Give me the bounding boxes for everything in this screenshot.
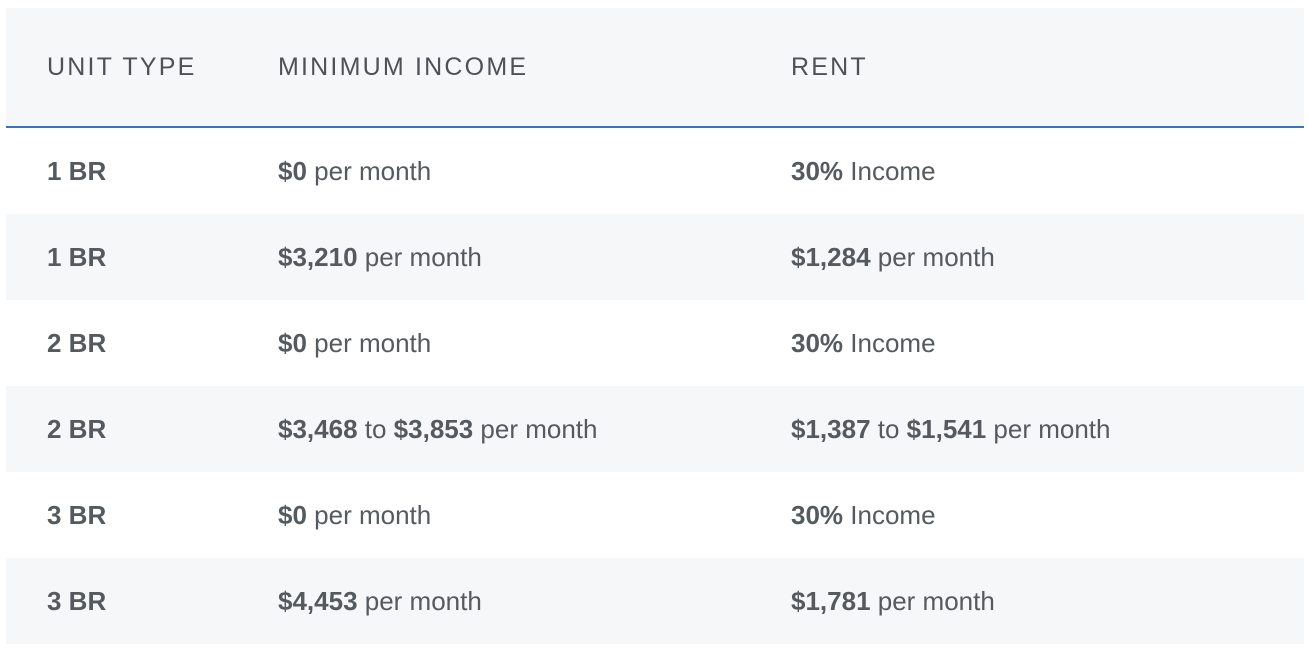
- rent-amount: $1,284: [791, 241, 871, 272]
- table-row: 2 BR $0 per month 30% Income: [6, 300, 1304, 386]
- rent-range-separator: to: [870, 413, 907, 444]
- income-amount: $0: [278, 499, 307, 530]
- table-row: 3 BR $0 per month 30% Income: [6, 472, 1304, 558]
- income-amount: $4,453: [278, 585, 358, 616]
- income-amount: $3,468: [278, 413, 358, 444]
- income-suffix: per month: [357, 241, 482, 272]
- minimum-income-cell: $3,210 per month: [278, 242, 791, 273]
- rent-suffix: Income: [843, 155, 936, 186]
- rent-amount: 30%: [791, 499, 844, 530]
- rent-cell: $1,781 per month: [791, 586, 1304, 617]
- income-suffix: per month: [306, 499, 432, 530]
- income-suffix: per month: [306, 155, 432, 186]
- rent-suffix: per month: [986, 413, 1111, 444]
- minimum-income-cell: $3,468 to $3,853 per month: [278, 414, 791, 445]
- income-suffix: per month: [473, 413, 598, 444]
- income-suffix: per month: [357, 585, 482, 616]
- rent-amount: $1,781: [791, 585, 871, 616]
- table-row: 1 BR $3,210 per month $1,284 per month: [6, 214, 1304, 300]
- rent-cell: 30% Income: [791, 156, 1304, 187]
- unit-type-cell: 2 BR: [47, 327, 107, 358]
- unit-income-table: UNIT TYPE MINIMUM INCOME RENT 1 BR $0 pe…: [6, 8, 1304, 644]
- income-amount: $0: [278, 155, 307, 186]
- header-minimum-income: MINIMUM INCOME: [278, 52, 529, 81]
- unit-type-cell: 1 BR: [47, 241, 107, 272]
- income-amount-max: $3,853: [393, 413, 474, 444]
- rent-amount: $1,387: [791, 413, 871, 444]
- unit-type-cell: 1 BR: [47, 155, 107, 186]
- table-row: 2 BR $3,468 to $3,853 per month $1,387 t…: [6, 386, 1304, 472]
- unit-type-cell: 3 BR: [47, 585, 107, 616]
- table-row: 3 BR $4,453 per month $1,781 per month: [6, 558, 1304, 644]
- rent-amount-max: $1,541: [906, 413, 987, 444]
- minimum-income-cell: $0 per month: [278, 328, 791, 359]
- table-header-row: UNIT TYPE MINIMUM INCOME RENT: [6, 8, 1304, 128]
- income-suffix: per month: [306, 327, 432, 358]
- rent-amount: 30%: [791, 327, 844, 358]
- unit-type-cell: 2 BR: [47, 413, 107, 444]
- rent-suffix: per month: [870, 241, 995, 272]
- minimum-income-cell: $0 per month: [278, 500, 791, 531]
- minimum-income-cell: $0 per month: [278, 156, 791, 187]
- minimum-income-cell: $4,453 per month: [278, 586, 791, 617]
- table-row: 1 BR $0 per month 30% Income: [6, 128, 1304, 214]
- income-amount: $3,210: [278, 241, 358, 272]
- rent-cell: 30% Income: [791, 328, 1304, 359]
- header-unit-type: UNIT TYPE: [47, 52, 197, 81]
- rent-amount: 30%: [791, 155, 844, 186]
- rent-cell: $1,284 per month: [791, 242, 1304, 273]
- rent-cell: 30% Income: [791, 500, 1304, 531]
- rent-suffix: Income: [843, 499, 936, 530]
- rent-suffix: per month: [870, 585, 995, 616]
- income-range-separator: to: [357, 413, 394, 444]
- rent-cell: $1,387 to $1,541 per month: [791, 414, 1304, 445]
- unit-type-cell: 3 BR: [47, 499, 107, 530]
- income-amount: $0: [278, 327, 307, 358]
- header-rent: RENT: [791, 52, 868, 81]
- rent-suffix: Income: [843, 327, 936, 358]
